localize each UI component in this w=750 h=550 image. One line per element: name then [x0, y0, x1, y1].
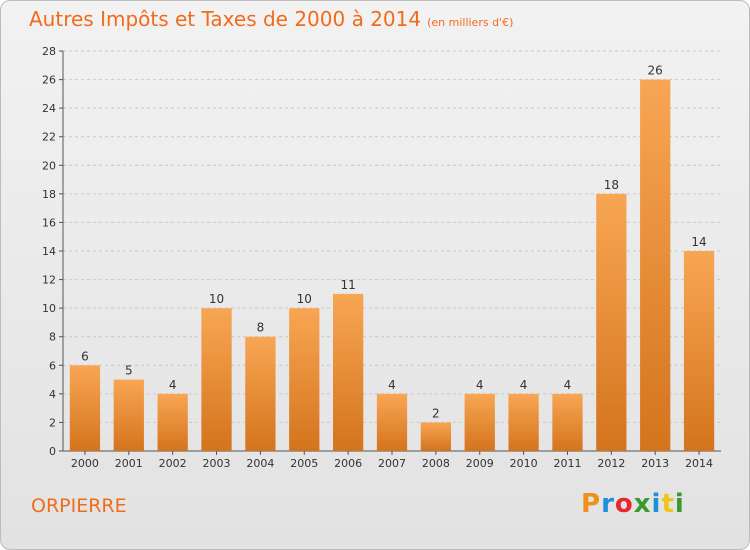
- bar-2014: [683, 251, 715, 451]
- y-tick-label: 20: [42, 159, 56, 172]
- data-label: 11: [340, 278, 355, 292]
- x-tick-label: 2010: [510, 457, 538, 470]
- bars: [69, 79, 715, 452]
- data-label: 4: [476, 378, 484, 392]
- data-label: 10: [209, 292, 224, 306]
- proxiti-logo: Proxiti: [581, 489, 685, 519]
- data-label: 18: [604, 178, 619, 192]
- chart-subtitle: (en milliers d'€): [427, 16, 514, 29]
- y-tick-label: 14: [42, 245, 56, 258]
- x-tick-label: 2006: [334, 457, 362, 470]
- y-tick-label: 6: [49, 359, 56, 372]
- x-tick-label: 2013: [641, 457, 669, 470]
- data-labels: 6 5 4 10 8 10 11 4 2 4 4 4 18 26 14: [81, 64, 707, 421]
- chart-title-text: Autres Impôts et Taxes de 2000 à 2014: [29, 7, 422, 31]
- y-tick-label: 4: [49, 388, 56, 401]
- data-label: 14: [691, 235, 706, 249]
- bar-2000: [69, 365, 101, 451]
- bar-2013: [640, 79, 671, 452]
- logo-letter: x: [633, 489, 652, 519]
- y-tick-label: 10: [42, 302, 56, 315]
- x-tick-label: 2002: [159, 457, 187, 470]
- data-label: 5: [125, 364, 133, 378]
- x-axis: 2000 2001 2002 2003 2004 2005 2006 2007 2008 2009…: [63, 450, 721, 470]
- y-tick-label: 24: [42, 102, 56, 115]
- logo-letter: r: [601, 489, 615, 519]
- y-tick-label: 28: [42, 45, 56, 58]
- data-label: 10: [297, 292, 312, 306]
- logo-letter: i: [674, 489, 685, 519]
- bar-2006: [332, 293, 364, 451]
- x-tick-label: 2011: [553, 457, 581, 470]
- x-tick-label: 2005: [290, 457, 318, 470]
- x-tick-label: 2003: [203, 457, 231, 470]
- y-tick-label: 12: [42, 274, 56, 287]
- bar-2001: [113, 379, 144, 451]
- bar-2009: [464, 393, 495, 451]
- data-label: 4: [388, 378, 396, 392]
- y-tick-label: 22: [42, 131, 56, 144]
- y-tick-label: 26: [42, 74, 56, 87]
- x-tick-label: 2000: [71, 457, 99, 470]
- x-tick-label: 2008: [422, 457, 450, 470]
- commune-name: ORPIERRE: [31, 495, 127, 517]
- bar-2010: [508, 393, 539, 451]
- data-label: 8: [257, 321, 265, 335]
- x-tick-label: 2014: [685, 457, 713, 470]
- data-label: 4: [520, 378, 528, 392]
- y-tick-label: 18: [42, 188, 56, 201]
- bar-2003: [201, 308, 232, 451]
- x-tick-label: 2001: [115, 457, 143, 470]
- bar-2004: [245, 336, 276, 451]
- data-label: 4: [564, 378, 572, 392]
- data-label: 2: [432, 406, 440, 420]
- y-tick-label: 8: [49, 331, 56, 344]
- bar-2007: [376, 393, 408, 451]
- x-tick-label: 2012: [597, 457, 625, 470]
- data-label: 6: [81, 349, 89, 363]
- logo-letter: P: [581, 489, 602, 519]
- y-tick-label: 16: [42, 216, 56, 229]
- x-tick-label: 2004: [246, 457, 274, 470]
- bar-2005: [289, 308, 320, 451]
- chart-title: Autres Impôts et Taxes de 2000 à 2014 (en…: [29, 7, 513, 31]
- logo-letter: o: [614, 489, 634, 519]
- bar-2002: [157, 393, 188, 451]
- data-label: 4: [169, 378, 177, 392]
- bar-2012: [596, 193, 627, 451]
- bar-2008: [420, 422, 452, 451]
- x-tick-label: 2007: [378, 457, 406, 470]
- x-tick-label: 2009: [466, 457, 494, 470]
- data-label: 26: [648, 64, 663, 78]
- bar-2011: [552, 393, 583, 451]
- logo-letter: t: [661, 489, 675, 519]
- y-tick-label: 0: [49, 445, 56, 458]
- logo-letter: i: [651, 489, 662, 519]
- y-tick-label: 2: [49, 416, 56, 429]
